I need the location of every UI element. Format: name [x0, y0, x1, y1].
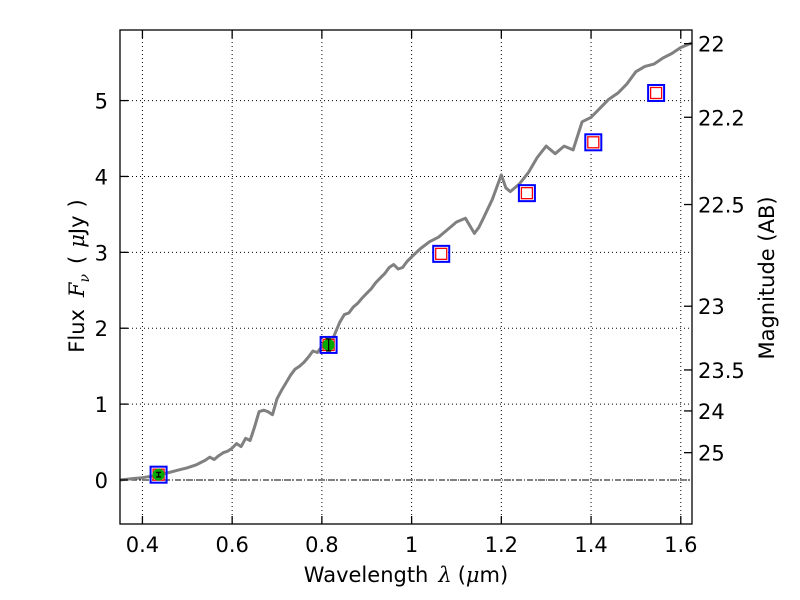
magnitude-tick-label: 22.5: [698, 194, 745, 218]
model-square: [587, 136, 600, 149]
photometry-square: [517, 184, 536, 203]
photometry-square: [647, 83, 666, 102]
y-axis-title-subscript: ν: [77, 273, 93, 282]
x-axis-title: Wavelength λ (μm): [304, 563, 508, 587]
magnitude-tick-label: 25: [698, 442, 725, 466]
magnitude-tick-label: 22.2: [698, 106, 745, 130]
x-axis-title-open: (: [458, 563, 466, 587]
model-square: [649, 86, 663, 100]
x-tick-label: 1.6: [664, 533, 697, 557]
y-axis-title-word: Flux: [65, 309, 89, 353]
x-tick-label: 0.4: [126, 533, 159, 557]
model-spectrum-line: [120, 41, 692, 482]
y-axis-title-open: (: [65, 256, 89, 264]
y-axis-ticks: 0 1 2 3 4 5: [95, 90, 128, 493]
y-axis-title-symbol: F: [65, 281, 89, 298]
y-tick-label: 1: [95, 393, 108, 417]
x-tick-label: 1.2: [485, 533, 518, 557]
magnitude-axis-ticks: 22 22.2 22.5 23 23.5 24 25: [684, 33, 745, 466]
model-square: [520, 186, 534, 200]
x-tick-label: 0.8: [305, 533, 338, 557]
x-axis-title-word: Wavelength: [304, 563, 429, 587]
magnitude-axis-title: Magnitude (AB): [755, 196, 779, 359]
x-tick-label: 1.4: [574, 533, 607, 557]
y-axis-title: Flux Fν ( μJy): [65, 199, 93, 352]
photometry-square: [319, 335, 338, 354]
y-tick-label: 4: [95, 165, 108, 189]
y-tick-label: 2: [95, 317, 108, 341]
photometry-square: [432, 244, 451, 263]
magnitude-tick-label: 22: [698, 33, 725, 57]
plot-frame: [119, 29, 693, 525]
y-axis-title-mu: μ: [65, 234, 89, 248]
x-axis-ticks: 0.4 0.6 0.8 1 1.2 1.4 1.6: [126, 30, 697, 557]
photometry-square: [584, 133, 603, 152]
grid-lines: [120, 30, 692, 524]
y-axis-title-unit: Jy: [65, 215, 89, 236]
x-axis-title-lambda: λ: [437, 563, 451, 587]
magnitude-tick-label: 23.5: [698, 359, 745, 383]
photometry-markers: [149, 83, 666, 484]
x-tick-label: 0.6: [215, 533, 248, 557]
y-axis-title-close: ): [65, 199, 89, 207]
x-axis-title-unit: m): [480, 563, 509, 587]
x-axis-title-mu: μ: [466, 563, 480, 587]
x-tick-label: 1: [405, 533, 418, 557]
y-tick-label: 3: [95, 241, 108, 265]
model-square: [435, 247, 448, 261]
magnitude-tick-label: 23: [698, 295, 725, 319]
y-tick-label: 0: [95, 469, 108, 493]
photometry-square: [149, 465, 168, 484]
magnitude-tick-label: 24: [698, 400, 725, 424]
y-tick-label: 5: [95, 90, 108, 114]
